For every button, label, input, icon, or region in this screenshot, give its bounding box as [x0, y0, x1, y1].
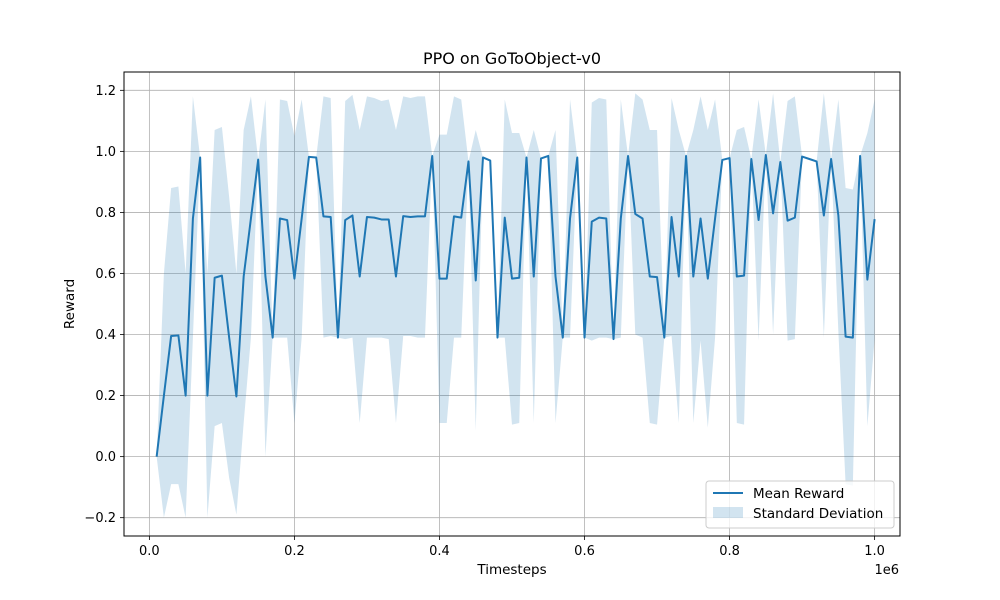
legend-entry-standard-deviation: Standard Deviation — [753, 506, 883, 522]
y-tick-label: 0.2 — [95, 389, 116, 404]
y-tick-label: 0.6 — [95, 267, 116, 282]
x-tick-label: 0.4 — [429, 544, 450, 559]
y-tick-label: 0.4 — [95, 328, 116, 343]
x-axis-offset-label: 1e6 — [874, 563, 899, 578]
ticks: 0.0 0.2 0.4 0.6 0.8 1.0 −0.2 0.0 0.2 0.4 0.6 0.8 1.0… — [84, 84, 885, 559]
y-tick-label: 0.0 — [95, 450, 116, 465]
x-tick-label: 0.8 — [719, 544, 740, 559]
std-band — [156, 93, 875, 518]
y-tick-label: −0.2 — [84, 511, 116, 526]
legend-entry-mean-reward: Mean Reward — [753, 486, 844, 502]
mean-reward-line — [155, 154, 876, 457]
y-tick-label: 1.0 — [95, 145, 116, 160]
grid — [124, 72, 900, 536]
legend-band-swatch — [713, 507, 743, 518]
x-tick-label: 0.2 — [284, 544, 305, 559]
std-band-layer — [156, 93, 875, 518]
y-axis-label: Reward — [62, 279, 78, 329]
y-tick-label: 1.2 — [95, 84, 116, 99]
mean-line-layer — [155, 154, 876, 457]
plot-frame — [123, 71, 901, 537]
legend-box — [705, 480, 895, 529]
legend: Mean Reward Standard Deviation — [705, 480, 895, 529]
x-tick-label: 1.0 — [864, 544, 885, 559]
x-axis-label: Timesteps — [476, 562, 546, 578]
chart-title: PPO on GoToObject-v0 — [423, 49, 601, 68]
y-tick-label: 0.8 — [95, 206, 116, 221]
x-tick-label: 0.6 — [574, 544, 595, 559]
x-tick-label: 0.0 — [139, 544, 160, 559]
